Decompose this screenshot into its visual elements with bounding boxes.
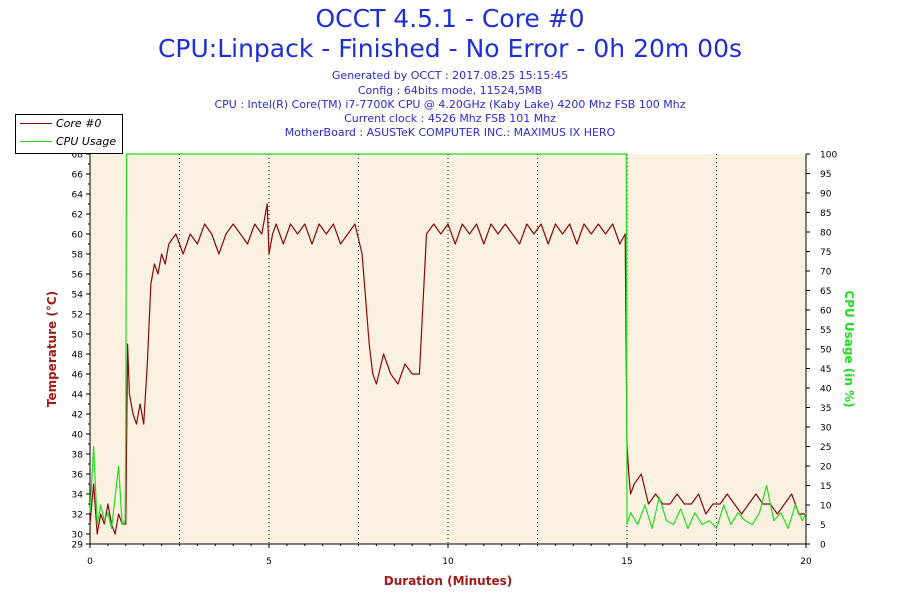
legend-swatch-core0 [20, 123, 52, 124]
y-tick-label-right: 40 [820, 385, 832, 395]
series-core0-line [89, 203, 806, 535]
chart-title: OCCT 4.5.1 - Core #0 [315, 4, 585, 33]
x-axis-label: Duration (Minutes) [384, 574, 512, 588]
y-tick-label-right: 50 [820, 346, 832, 356]
legend: Core #0 CPU Usage [15, 114, 123, 154]
y-tick-label-left: 38 [72, 451, 84, 461]
y-tick-label-right: 75 [820, 248, 831, 258]
y-axis-label-right: CPU Usage (in %) [842, 290, 856, 407]
y-tick-label-right: 80 [820, 229, 832, 239]
y-tick-label-left: 64 [72, 191, 84, 201]
y-tick-label-right: 70 [820, 268, 832, 278]
series-cpu-usage-line [89, 153, 807, 530]
y-tick-label-right: 90 [820, 190, 832, 200]
y-tick-label-left: 66 [72, 171, 84, 181]
y-tick-label-right: 25 [820, 443, 831, 453]
info-motherboard: MotherBoard : ASUSTeK COMPUTER INC.: MAX… [284, 126, 616, 139]
y-tick-label-left: 62 [72, 211, 83, 221]
y-tick-label-left: 42 [72, 411, 83, 421]
y-tick-label-left: 40 [72, 431, 84, 441]
y-tick-label-left: 54 [72, 291, 84, 301]
plot-area [90, 154, 806, 544]
legend-item-cpu-usage: CPU Usage [16, 133, 122, 151]
info-cpu: CPU : Intel(R) Core(TM) i7-7700K CPU @ 4… [214, 98, 686, 111]
y-tick-label-left: 36 [72, 471, 84, 481]
chart-subtitle: CPU:Linpack - Finished - No Error - 0h 2… [157, 34, 743, 63]
y-tick-label-right: 0 [820, 541, 826, 551]
y-tick-label-right: 55 [820, 326, 831, 336]
y-tick-label-left: 29 [72, 541, 84, 551]
y-tick-label-right: 85 [820, 209, 831, 219]
info-clock: Current clock : 4526 Mhz FSB 101 Mhz [344, 112, 556, 125]
y-axis-label-left: Temperature (°C) [45, 291, 59, 407]
y-tick-label-left: 60 [72, 231, 84, 241]
x-tick-label: 20 [800, 557, 812, 567]
legend-swatch-cpu-usage [20, 141, 52, 142]
y-tick-label-left: 56 [72, 271, 84, 281]
y-tick-label-right: 5 [820, 521, 826, 531]
y-tick-label-right: 65 [820, 287, 831, 297]
y-tick-label-right: 45 [820, 365, 831, 375]
y-tick-label-right: 35 [820, 404, 831, 414]
x-tick-label: 5 [266, 557, 272, 567]
y-tick-label-right: 100 [820, 151, 837, 161]
y-tick-label-right: 10 [820, 502, 832, 512]
legend-item-core0: Core #0 [16, 115, 122, 133]
y-tick-label-right: 20 [820, 463, 832, 473]
y-tick-label-left: 30 [72, 531, 84, 541]
y-tick-label-right: 30 [820, 424, 832, 434]
y-tick-label-left: 46 [72, 371, 84, 381]
legend-label-cpu-usage: CPU Usage [56, 135, 117, 148]
info-config: Config : 64bits mode, 11524,5MB [357, 84, 543, 97]
y-tick-label-left: 58 [72, 251, 84, 261]
y-tick-label-left: 44 [72, 391, 84, 401]
y-tick-label-right: 60 [820, 307, 832, 317]
y-tick-label-right: 95 [820, 170, 831, 180]
legend-label-core0: Core #0 [56, 117, 102, 130]
x-tick-label: 15 [621, 557, 632, 567]
y-tick-label-left: 68 [72, 151, 84, 161]
info-generated: Generated by OCCT : 2017.08.25 15:15:45 [331, 69, 569, 82]
y-tick-label-left: 50 [72, 331, 84, 341]
y-tick-label-left: 48 [72, 351, 84, 361]
x-tick-label: 10 [442, 557, 454, 567]
y-tick-label-left: 52 [72, 311, 83, 321]
x-tick-label: 0 [87, 557, 93, 567]
y-tick-label-right: 15 [820, 482, 831, 492]
y-tick-label-left: 32 [72, 511, 83, 521]
y-tick-label-left: 34 [72, 491, 84, 501]
